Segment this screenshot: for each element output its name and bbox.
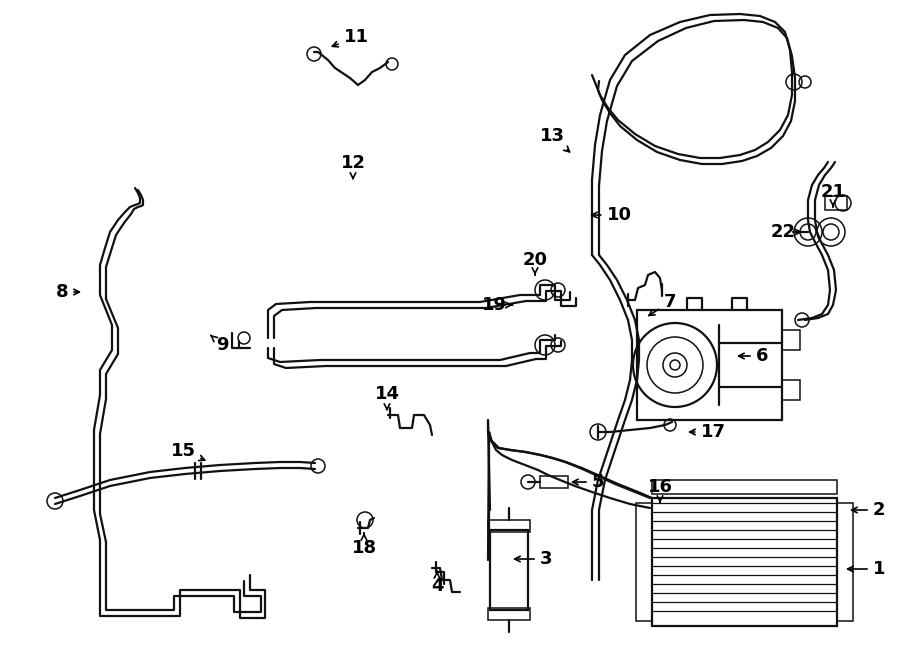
Text: 4: 4 [431, 571, 443, 595]
Bar [782, 330, 800, 350]
Bar [652, 480, 837, 494]
Text: 19: 19 [482, 296, 512, 314]
Text: 11: 11 [332, 28, 368, 47]
Text: 8: 8 [56, 283, 79, 301]
Bar [825, 196, 847, 210]
Text: 6: 6 [739, 347, 769, 365]
Bar [540, 476, 568, 488]
Bar [837, 503, 853, 621]
Text: 16: 16 [647, 478, 672, 502]
Text: 18: 18 [351, 533, 376, 557]
Text: 3: 3 [515, 550, 553, 568]
Text: 13: 13 [539, 127, 570, 152]
Text: 12: 12 [340, 154, 365, 178]
Text: 9: 9 [211, 335, 229, 354]
Bar [488, 520, 530, 532]
Text: 21: 21 [821, 183, 845, 207]
Text: 14: 14 [374, 385, 400, 410]
Text: 2: 2 [851, 501, 886, 519]
Text: 15: 15 [170, 442, 204, 461]
Text: 1: 1 [848, 560, 886, 578]
Text: 17: 17 [689, 423, 725, 441]
Bar [652, 498, 837, 626]
Text: 20: 20 [523, 251, 547, 274]
Bar [637, 310, 782, 420]
Text: 22: 22 [770, 223, 801, 241]
Bar [636, 503, 652, 621]
Text: 7: 7 [649, 293, 676, 315]
Bar [490, 530, 528, 610]
Text: 10: 10 [591, 206, 632, 224]
Bar [488, 608, 530, 620]
Text: 5: 5 [572, 473, 604, 491]
Bar [782, 380, 800, 400]
